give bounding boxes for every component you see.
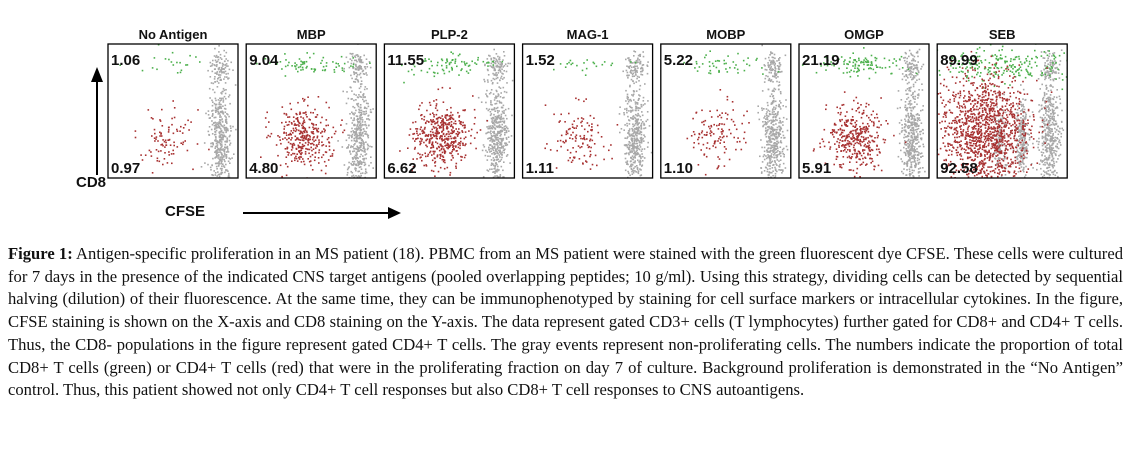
panel-plp-2: PLP-2 11.55 6.62 — [383, 27, 516, 179]
cd8-percentage: 21.19 — [802, 52, 840, 69]
caption-label: Figure 1: — [8, 244, 73, 263]
cd4-percentage: 5.91 — [802, 160, 831, 177]
panel-title: MBP — [297, 27, 326, 42]
panel-events — [937, 44, 1068, 178]
panel-title: OMGP — [844, 27, 884, 42]
panel-events — [683, 44, 789, 178]
panel-mobp: MOBP 5.22 1.10 — [660, 27, 792, 179]
panel-frame — [107, 43, 239, 179]
cd8-percentage: 5.22 — [664, 52, 693, 69]
panel-frame — [521, 43, 654, 179]
cd4-percentage: 92.58 — [940, 160, 978, 177]
panel-events — [801, 47, 926, 178]
panel-frame — [936, 43, 1068, 179]
panel-mag-1: MAG-1 1.52 1.11 — [521, 27, 654, 179]
cd4-percentage: 4.80 — [249, 160, 278, 177]
panel-frame — [660, 43, 792, 179]
caption-text: Antigen-specific proliferation in an MS … — [8, 244, 1123, 400]
panel-title: MOBP — [706, 27, 745, 42]
y-axis-label: CD8 — [76, 174, 106, 191]
cd8-percentage: 1.52 — [526, 52, 555, 69]
panel-events — [399, 48, 514, 178]
cd4-percentage: 0.97 — [111, 160, 140, 177]
panel-title: PLP-2 — [431, 27, 468, 42]
panel-events — [538, 50, 653, 178]
panel-title: MAG-1 — [567, 27, 609, 42]
panel-mbp: MBP 9.04 4.80 — [245, 27, 377, 179]
cd8-percentage: 89.99 — [940, 52, 978, 69]
flow-plots-svg: CD8 CFSE No Antigen 1.06 0.97 MBP 9.04 4.80 PL… — [76, 27, 1068, 220]
x-axis-label: CFSE — [165, 203, 205, 220]
panels-group: No Antigen 1.06 0.97 MBP 9.04 4.80 PLP-2 11.55 6… — [107, 27, 1068, 179]
panel-title: SEB — [989, 27, 1016, 42]
panel-title: No Antigen — [139, 27, 208, 42]
cd8-percentage: 9.04 — [249, 52, 279, 69]
cd4-percentage: 1.11 — [526, 160, 554, 177]
panel-events — [119, 44, 237, 178]
panel-no-antigen: No Antigen 1.06 0.97 — [107, 27, 239, 179]
panel-frame — [383, 43, 516, 179]
panel-events — [256, 44, 374, 178]
cd8-percentage: 1.06 — [111, 52, 140, 69]
panel-frame — [245, 43, 377, 179]
panel-seb: SEB 89.99 92.58 — [936, 27, 1068, 179]
cd4-percentage: 6.62 — [387, 160, 416, 177]
y-axis-arrow — [91, 67, 103, 175]
figure-caption: Figure 1: Antigen-specific proliferation… — [8, 243, 1123, 402]
panel-frame — [798, 43, 930, 179]
flow-cytometry-figure: CD8 CFSE No Antigen 1.06 0.97 MBP 9.04 4.80 PL… — [0, 0, 1130, 232]
cd4-percentage: 1.10 — [664, 160, 693, 177]
panel-omgp: OMGP 21.19 5.91 — [798, 27, 930, 179]
x-axis-arrow — [243, 207, 401, 219]
cd8-percentage: 11.55 — [387, 52, 424, 69]
